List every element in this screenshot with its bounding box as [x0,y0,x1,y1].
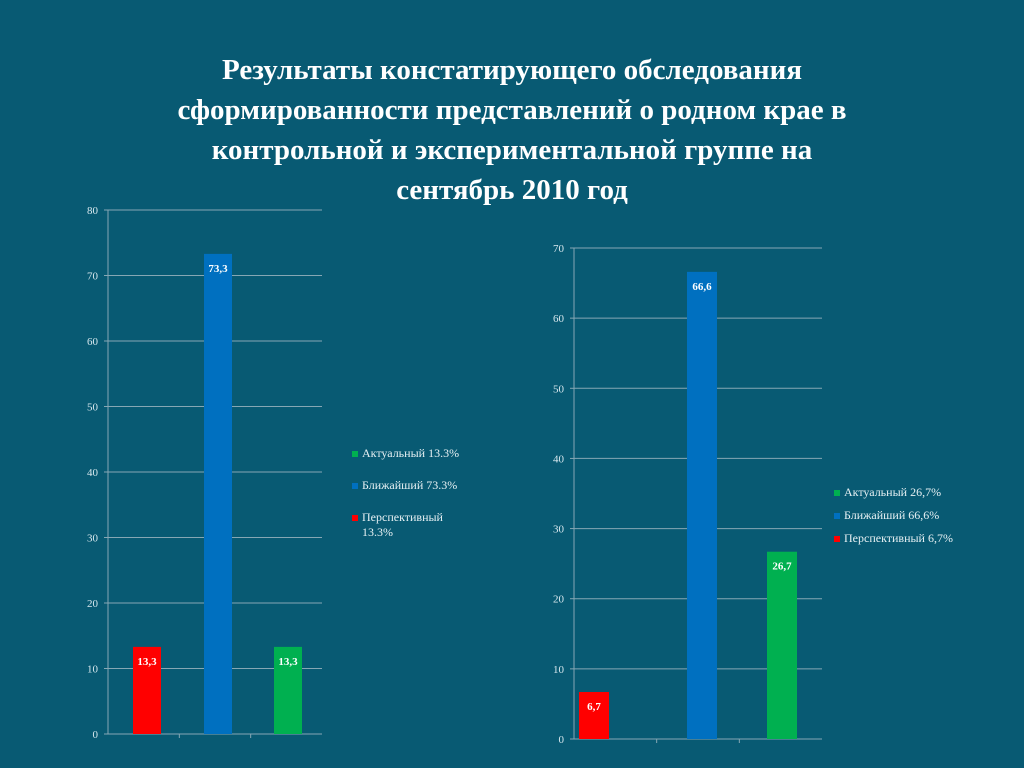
title-line-1: Результаты констатирующего обследования [221,54,803,86]
y-tick-label: 70 [87,271,99,283]
legend-experimental: Актуальный 26,7% Ближайший 66,6% Перспек… [834,485,994,557]
legend-label: Ближайший 73.3% [362,478,458,492]
legend-label: Ближайший 66,6% [844,508,940,522]
y-tick-label: 50 [87,402,99,414]
y-tick-label: 30 [553,524,565,536]
legend-swatch [834,513,840,519]
legend-label: Актуальный 26,7% [844,485,942,499]
y-tick-label: 0 [559,734,565,746]
title-line-4: сентябрь 2010 год [396,174,628,206]
y-tick-label: 40 [87,467,99,479]
data-label: 13,3 [137,656,157,668]
y-tick-label: 50 [553,383,565,395]
legend-label: Перспективный 6,7% [844,531,953,545]
data-label: 13,3 [278,656,298,668]
y-tick-label: 0 [93,729,99,741]
title-line-3: контрольной и экспериментальной группе н… [211,134,813,166]
bar [204,253,232,734]
bar [133,646,161,734]
legend-item: Перспективный 13.3% [352,510,467,540]
legend-label: Актуальный 13.3% [362,446,460,460]
data-label: 73,3 [208,263,228,275]
legend-swatch [352,451,358,457]
legend-item: Ближайший 66,6% [834,508,994,523]
data-label: 66,6 [692,281,712,293]
y-tick-label: 20 [87,598,99,610]
legend-item: Перспективный 6,7% [834,531,994,546]
y-tick-label: 60 [553,313,565,325]
legend-swatch [834,490,840,496]
y-tick-label: 30 [87,533,99,545]
bar [687,271,717,739]
y-tick-label: 10 [87,664,99,676]
y-tick-label: 60 [87,336,99,348]
bar [767,551,797,739]
y-tick-label: 70 [553,243,565,255]
legend-swatch [352,515,358,521]
legend-label: Перспективный 13.3% [362,510,443,539]
legend-swatch [352,483,358,489]
page-title: Результаты констатирующего обследования … [100,50,924,210]
legend-item: Актуальный 13.3% [352,446,487,461]
y-tick-label: 40 [553,453,565,465]
legend-control: Актуальный 13.3% Ближайший 73.3% Перспек… [352,446,487,551]
bar [579,692,609,739]
legend-swatch [834,536,840,542]
legend-item: Ближайший 73.3% [352,478,487,493]
legend-item: Актуальный 26,7% [834,485,994,500]
bar [274,646,302,734]
y-tick-label: 10 [553,664,565,676]
y-tick-label: 20 [553,594,565,606]
data-label: 26,7 [772,561,792,573]
y-tick-label: 80 [87,205,99,217]
data-label: 6,7 [587,701,601,713]
title-line-2: сформированности представлений о родном … [177,94,847,126]
